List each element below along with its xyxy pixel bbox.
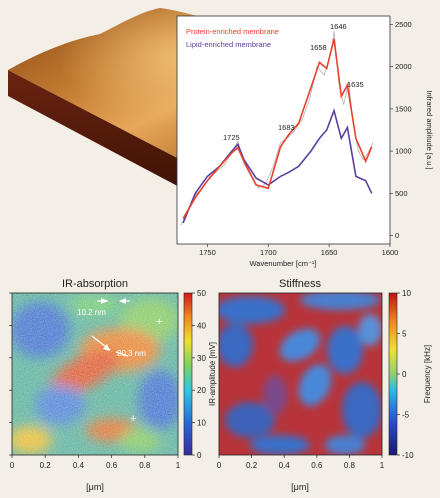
block-left-side bbox=[8, 70, 185, 190]
spectrum-y-tick-label: 2000 bbox=[395, 62, 412, 71]
spectrum-x-tick-label: 1750 bbox=[199, 248, 216, 257]
peak-label-1725: 1725 bbox=[223, 133, 240, 142]
ir-colorbar-tick-label: 30 bbox=[197, 354, 206, 363]
annotation-20-3-nm: 20.3 nm bbox=[117, 349, 146, 358]
stiffness-map-x-tick-label: 0 bbox=[217, 461, 222, 470]
ir-map-x-tick-label: 0 bbox=[10, 461, 15, 470]
spectrum-panel: 1750 1700 1650 1600 0 500 1000 1500 2000 2500 Pro… bbox=[176, 15, 434, 268]
ir-map-x-tick-label: 0.2 bbox=[40, 461, 52, 470]
ir-colorbar-label: IR-amplitude [mV] bbox=[208, 342, 217, 406]
series-protein-line bbox=[182, 38, 373, 220]
spectrum-ticks: 1750 1700 1650 1600 0 500 1000 1500 2000 2500 bbox=[199, 20, 412, 257]
stiffness-colorbar-label: Frequency [kHz] bbox=[423, 345, 432, 403]
spectrum-series bbox=[180, 31, 374, 226]
ir-colorbar-ticks: 50 40 30 20 10 0 bbox=[192, 289, 206, 460]
spectrum-y-tick-label: 1000 bbox=[395, 147, 412, 156]
ir-map-x-tick-label: 0.6 bbox=[106, 461, 118, 470]
stiffness-colorbar-tick-label: 0 bbox=[402, 370, 407, 379]
stiffness-colorbar-tick-label: -5 bbox=[402, 411, 410, 420]
spectrum-y-tick-label: 500 bbox=[395, 189, 408, 198]
marker-cross-2: + bbox=[130, 413, 136, 425]
ir-absorption-map-panel: IR-absorption 10.2 nm bbox=[9, 278, 217, 492]
series-raw-line bbox=[180, 31, 374, 226]
peak-label-1635: 1635 bbox=[347, 80, 364, 89]
ir-map-ticks: 0 0.2 0.4 0.6 0.8 1 bbox=[9, 292, 181, 470]
peak-labels: 1725 1683 1658 1646 1635 bbox=[223, 22, 364, 142]
stiffness-map-ticks: 0 0.2 0.4 0.6 0.8 1 bbox=[217, 455, 385, 470]
ir-colorbar-tick-label: 10 bbox=[197, 419, 206, 428]
stiffness-colorbar bbox=[388, 292, 398, 456]
annotation-10-2-nm: 10.2 nm bbox=[77, 308, 106, 317]
stiffness-map-frame bbox=[218, 292, 383, 456]
peak-label-1646: 1646 bbox=[330, 22, 347, 31]
spectrum-legend: Protein-enriched membrane Lipid-enriched… bbox=[186, 27, 279, 49]
spectrum-y-tick-label: 1500 bbox=[395, 104, 412, 113]
spectrum-x-tick-label: 1600 bbox=[382, 248, 399, 257]
spectrum-y-tick-label: 2500 bbox=[395, 20, 412, 29]
stiffness-map-x-tick-label: 0.6 bbox=[311, 461, 323, 470]
stiffness-map-x-tick-label: 1 bbox=[380, 461, 385, 470]
stiffness-map-x-tick-label: 0.8 bbox=[344, 461, 356, 470]
ir-map-frame bbox=[11, 292, 179, 456]
legend-lipid: Lipid-enriched membrane bbox=[186, 40, 271, 49]
spectrum-x-tick-label: 1650 bbox=[321, 248, 338, 257]
spectrum-x-axis-label: Wavenumber [cm⁻¹] bbox=[249, 259, 316, 268]
ir-colorbar-tick-label: 50 bbox=[197, 289, 206, 298]
ir-map-x-tick-label: 0.8 bbox=[139, 461, 151, 470]
ir-colorbar bbox=[183, 292, 193, 456]
spectrum-y-tick-label: 0 bbox=[395, 231, 399, 240]
ir-map-title: IR-absorption bbox=[62, 278, 128, 290]
stiffness-map-x-tick-label: 0.4 bbox=[279, 461, 291, 470]
peak-label-1658: 1658 bbox=[310, 43, 327, 52]
ir-colorbar-tick-label: 20 bbox=[197, 386, 206, 395]
peak-label-1683: 1683 bbox=[278, 123, 295, 132]
ir-map-x-tick-label: 0.4 bbox=[73, 461, 85, 470]
ir-map-image bbox=[12, 293, 178, 455]
spectrum-x-tick-label: 1700 bbox=[260, 248, 277, 257]
ir-map-annotations: 10.2 nm 20.3 nm + + bbox=[77, 298, 162, 425]
ir-colorbar-tick-label: 0 bbox=[197, 451, 202, 460]
ir-colorbar-tick-label: 40 bbox=[197, 321, 206, 330]
ir-map-x-tick-label: 1 bbox=[176, 461, 181, 470]
stiffness-map-title: Stiffness bbox=[279, 278, 321, 290]
spectrum-y-axis-label: Infrared amplitude [a.u.] bbox=[425, 90, 434, 169]
ir-x-axis-label: [μm] bbox=[86, 482, 104, 492]
stiffness-colorbar-tick-label: 10 bbox=[402, 289, 411, 298]
stiffness-colorbar-ticks: 10 5 0 -5 -10 bbox=[397, 289, 414, 460]
stiffness-colorbar-tick-label: 5 bbox=[402, 330, 407, 339]
stiffness-map-x-tick-label: 0.2 bbox=[246, 461, 258, 470]
marker-cross-1: + bbox=[156, 316, 162, 328]
stiffness-colorbar-tick-label: -10 bbox=[402, 451, 414, 460]
stiffness-map-image bbox=[219, 293, 382, 455]
legend-protein: Protein-enriched membrane bbox=[186, 27, 279, 36]
stiffness-x-axis-label: [μm] bbox=[291, 482, 309, 492]
